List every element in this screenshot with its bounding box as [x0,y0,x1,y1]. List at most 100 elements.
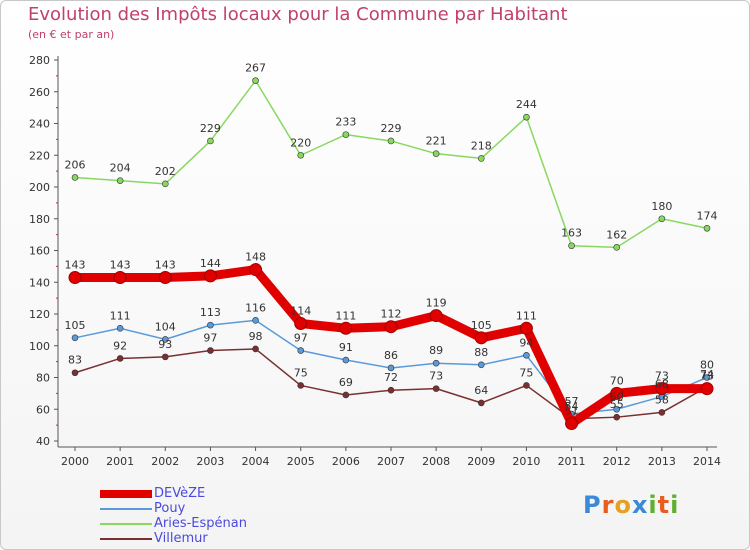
data-point-0 [294,317,308,331]
y-tick-label: 180 [29,213,50,226]
data-label-3: 93 [158,338,172,351]
y-tick-label: 120 [29,308,50,321]
data-point-1 [477,361,485,369]
legend-swatch-pouy [100,507,152,510]
y-tick-label: 220 [29,149,50,162]
data-point-2 [207,137,214,145]
x-tick-label: 2014 [693,455,721,468]
data-point-1 [161,336,169,343]
data-label-1: 80 [700,359,714,372]
data-point-2 [387,137,395,145]
data-label-2: 244 [516,98,537,111]
data-point-3 [613,413,621,421]
data-point-0 [158,270,172,284]
data-point-3 [658,409,666,416]
legend-label-pouy: Pouy [154,501,186,516]
data-label-1: 97 [294,332,308,345]
y-tick-label: 140 [29,276,50,289]
data-label-0: 51 [565,405,579,418]
data-point-0 [203,269,217,283]
data-point-1 [613,405,621,413]
data-label-2: 220 [290,136,311,149]
x-tick-label: 2006 [332,455,360,468]
data-point-0 [655,382,669,396]
data-label-0: 144 [200,257,221,270]
data-point-0 [249,263,263,277]
y-tick-label: 160 [29,245,50,258]
data-label-0: 105 [471,319,492,332]
data-point-2 [613,244,621,251]
data-point-0 [384,320,398,334]
legend-item-pouy: Pouy [100,501,247,516]
data-point-3 [161,353,169,361]
data-point-2 [297,151,305,159]
data-point-3 [207,347,214,354]
data-point-0 [700,382,714,396]
data-point-0 [610,386,624,400]
data-label-0: 111 [516,309,537,322]
data-point-2 [252,77,259,84]
proxiti-logo: Proxiti [583,491,679,519]
data-label-0: 111 [335,309,356,322]
data-label-2: 180 [651,200,672,213]
data-label-3: 75 [519,366,533,379]
data-label-3: 74 [700,368,714,381]
data-label-1: 116 [245,301,266,314]
data-point-2 [523,113,530,121]
data-label-3: 92 [113,339,127,352]
data-label-2: 163 [561,227,582,240]
data-point-0 [519,321,533,335]
data-label-0: 143 [65,258,86,271]
logo-letter: x [631,491,649,519]
data-point-1 [207,321,214,329]
data-point-2 [116,177,124,184]
legend-label-aries-espenan: Aries-Espénan [154,516,247,531]
data-point-3 [387,386,395,394]
data-point-3 [342,391,350,399]
data-label-2: 218 [471,139,492,152]
data-label-1: 113 [200,306,221,319]
logo-letter: i [670,491,680,519]
data-point-3 [432,385,440,392]
y-tick-label: 40 [36,435,50,448]
x-tick-label: 2008 [422,455,450,468]
x-tick-label: 2009 [467,455,495,468]
data-label-1: 57 [565,395,579,408]
data-point-1 [523,351,530,359]
data-point-1 [703,374,711,381]
legend-swatch-deveze [100,489,152,498]
y-tick-label: 260 [29,86,50,99]
data-label-2: 221 [426,135,447,148]
y-tick-label: 80 [36,372,50,385]
logo-letter: o [614,491,632,519]
data-label-3: 73 [429,370,443,383]
data-label-3: 83 [68,354,82,367]
data-point-1 [342,356,350,364]
data-label-0: 148 [245,251,266,264]
data-label-0: 70 [610,374,624,387]
data-label-3: 72 [384,371,398,384]
data-point-1 [116,324,124,332]
x-tick-label: 2010 [512,455,540,468]
x-tick-label: 2002 [151,455,179,468]
data-label-1: 111 [110,309,131,322]
data-point-0 [474,331,488,345]
y-tick-label: 200 [29,181,50,194]
data-point-3 [297,382,305,389]
y-tick-label: 100 [29,340,50,353]
data-label-0: 73 [655,370,669,383]
x-tick-label: 2003 [196,455,224,468]
x-tick-label: 2012 [603,455,631,468]
data-label-2: 229 [200,122,221,135]
x-tick-label: 2005 [287,455,315,468]
data-label-1: 88 [474,346,488,359]
y-tick-label: 240 [29,118,50,131]
data-label-3: 75 [294,366,308,379]
data-point-0 [113,270,127,284]
data-point-3 [116,355,124,362]
logo-letter: t [657,491,671,519]
logo-letter: P [583,491,602,519]
data-point-2 [71,174,79,181]
data-point-1 [297,347,305,354]
